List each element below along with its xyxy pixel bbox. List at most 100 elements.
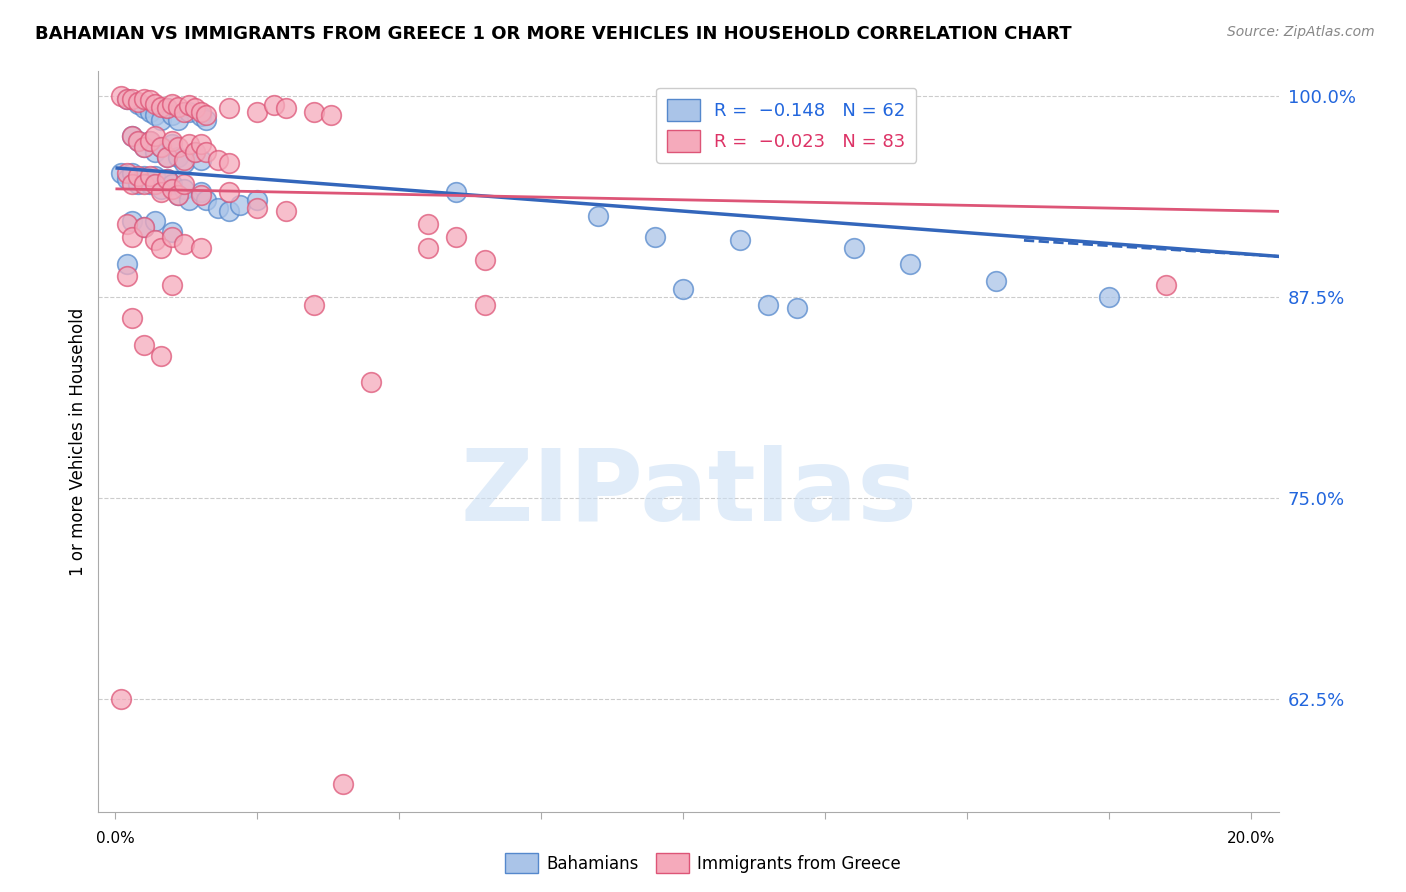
- Point: [115, 258, 138, 272]
- Point: [132, 140, 155, 154]
- Point: [149, 241, 172, 255]
- Point: [179, 136, 201, 151]
- Point: [179, 193, 201, 207]
- Point: [115, 92, 138, 106]
- Point: [143, 96, 166, 111]
- Point: [121, 214, 143, 228]
- Point: [132, 101, 155, 115]
- Point: [167, 100, 190, 114]
- Y-axis label: 1 or more Vehicles in Household: 1 or more Vehicles in Household: [69, 308, 87, 575]
- Point: [184, 101, 207, 115]
- Point: [121, 128, 143, 143]
- Legend: R =  −0.148   N = 62, R =  −0.023   N = 83: R = −0.148 N = 62, R = −0.023 N = 83: [657, 87, 917, 162]
- Point: [900, 258, 922, 272]
- Text: ZIPatlas: ZIPatlas: [461, 445, 917, 541]
- Point: [143, 233, 166, 247]
- Point: [416, 217, 439, 231]
- Point: [155, 150, 177, 164]
- Point: [132, 140, 155, 154]
- Point: [115, 166, 138, 180]
- Point: [190, 241, 212, 255]
- Point: [218, 156, 240, 170]
- Point: [132, 220, 155, 235]
- Point: [138, 134, 160, 148]
- Point: [149, 140, 172, 154]
- Point: [360, 375, 382, 389]
- Point: [155, 101, 177, 115]
- Point: [173, 153, 195, 167]
- Text: Source: ZipAtlas.com: Source: ZipAtlas.com: [1227, 25, 1375, 39]
- Point: [321, 108, 343, 122]
- Point: [207, 201, 229, 215]
- Point: [190, 110, 212, 124]
- Point: [149, 182, 172, 196]
- Legend: Bahamians, Immigrants from Greece: Bahamians, Immigrants from Greece: [498, 847, 908, 880]
- Text: BAHAMIAN VS IMMIGRANTS FROM GREECE 1 OR MORE VEHICLES IN HOUSEHOLD CORRELATION C: BAHAMIAN VS IMMIGRANTS FROM GREECE 1 OR …: [35, 25, 1071, 43]
- Point: [302, 298, 325, 312]
- Point: [190, 104, 212, 119]
- Point: [184, 145, 207, 159]
- Point: [127, 169, 149, 183]
- Point: [143, 108, 166, 122]
- Point: [138, 169, 160, 183]
- Point: [127, 177, 149, 191]
- Point: [110, 88, 132, 103]
- Point: [138, 177, 160, 191]
- Point: [149, 140, 172, 154]
- Point: [167, 112, 190, 127]
- Point: [162, 136, 183, 151]
- Point: [190, 153, 212, 167]
- Point: [195, 193, 218, 207]
- Point: [474, 298, 496, 312]
- Point: [758, 298, 780, 312]
- Point: [246, 201, 269, 215]
- Point: [149, 185, 172, 199]
- Point: [444, 185, 467, 199]
- Point: [444, 230, 467, 244]
- Point: [218, 204, 240, 219]
- Point: [195, 145, 218, 159]
- Point: [162, 134, 183, 148]
- Point: [127, 134, 149, 148]
- Point: [179, 104, 201, 119]
- Point: [162, 225, 183, 239]
- Point: [332, 777, 354, 791]
- Point: [173, 156, 195, 170]
- Point: [155, 150, 177, 164]
- Point: [149, 349, 172, 363]
- Point: [173, 177, 195, 191]
- Point: [263, 98, 285, 112]
- Point: [110, 692, 132, 706]
- Point: [132, 220, 155, 235]
- Point: [173, 182, 195, 196]
- Point: [672, 282, 695, 296]
- Point: [190, 185, 212, 199]
- Point: [162, 182, 183, 196]
- Point: [302, 104, 325, 119]
- Point: [167, 188, 190, 202]
- Point: [207, 153, 229, 167]
- Point: [195, 112, 218, 127]
- Point: [143, 214, 166, 228]
- Point: [167, 188, 190, 202]
- Point: [173, 236, 195, 251]
- Point: [127, 96, 149, 111]
- Point: [167, 140, 190, 154]
- Point: [274, 204, 297, 219]
- Point: [195, 108, 218, 122]
- Text: 20.0%: 20.0%: [1227, 831, 1275, 846]
- Point: [121, 92, 143, 106]
- Point: [121, 177, 143, 191]
- Point: [586, 209, 609, 223]
- Point: [121, 166, 143, 180]
- Point: [190, 188, 212, 202]
- Point: [127, 134, 149, 148]
- Point: [786, 301, 808, 315]
- Point: [149, 100, 172, 114]
- Point: [218, 101, 240, 115]
- Point: [162, 96, 183, 111]
- Point: [184, 145, 207, 159]
- Point: [167, 150, 190, 164]
- Point: [416, 241, 439, 255]
- Point: [115, 268, 138, 283]
